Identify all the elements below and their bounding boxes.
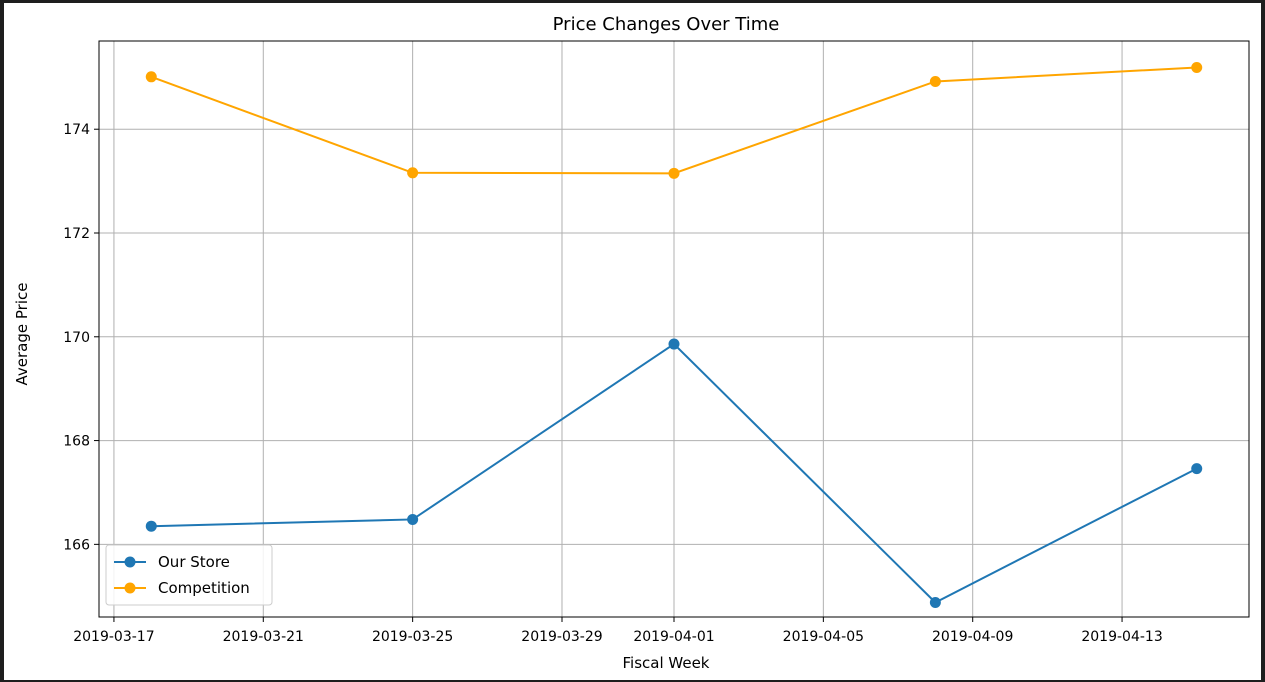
series-layer <box>145 61 1203 608</box>
legend-marker-competition <box>124 582 136 594</box>
series-our-store <box>145 338 1203 608</box>
x-tick-label: 2019-03-25 <box>372 629 453 645</box>
data-point-our-store <box>1191 463 1203 475</box>
x-tick-label: 2019-04-13 <box>1081 629 1162 645</box>
data-point-competition <box>929 75 941 87</box>
chart-title: Price Changes Over Time <box>553 14 780 35</box>
legend-box <box>105 544 273 606</box>
y-tick-label: 170 <box>63 330 90 346</box>
legend-marker-our-store <box>124 556 136 568</box>
data-point-our-store <box>145 520 157 532</box>
legend-label-our-store: Our Store <box>158 553 230 571</box>
x-tick-label: 2019-04-05 <box>783 629 864 645</box>
data-point-our-store <box>668 338 680 350</box>
y-axis-label: Average Price <box>13 283 31 386</box>
data-point-our-store <box>929 596 941 608</box>
x-tick-label: 2019-04-01 <box>633 629 714 645</box>
legend: Our Store Competition <box>105 544 273 606</box>
data-point-our-store <box>407 513 419 525</box>
chart-frame: Price Changes Over Time 2019-03-17 2019-0… <box>4 3 1261 680</box>
series-competition <box>145 61 1203 179</box>
y-tick-label: 174 <box>63 122 90 138</box>
x-tick-label: 2019-03-21 <box>223 629 304 645</box>
legend-label-competition: Competition <box>158 579 250 597</box>
x-tick-label: 2019-03-17 <box>73 629 154 645</box>
y-tick-label: 172 <box>63 226 90 242</box>
y-tick-label: 166 <box>63 537 90 553</box>
grid-lines <box>99 41 1249 617</box>
x-tick-label: 2019-04-09 <box>932 629 1013 645</box>
data-point-competition <box>407 167 419 179</box>
x-axis-ticks: 2019-03-17 2019-03-21 2019-03-25 2019-03-29… <box>73 617 1163 645</box>
x-tick-label: 2019-03-29 <box>521 629 602 645</box>
y-tick-label: 168 <box>63 434 90 450</box>
data-point-competition <box>668 167 680 179</box>
line-chart: Price Changes Over Time 2019-03-17 2019-0… <box>13 14 1250 672</box>
data-point-competition <box>1191 61 1203 73</box>
x-axis-label: Fiscal Week <box>623 654 710 672</box>
data-point-competition <box>145 71 157 83</box>
y-axis-ticks: 166 168 170 172 174 <box>63 122 99 553</box>
